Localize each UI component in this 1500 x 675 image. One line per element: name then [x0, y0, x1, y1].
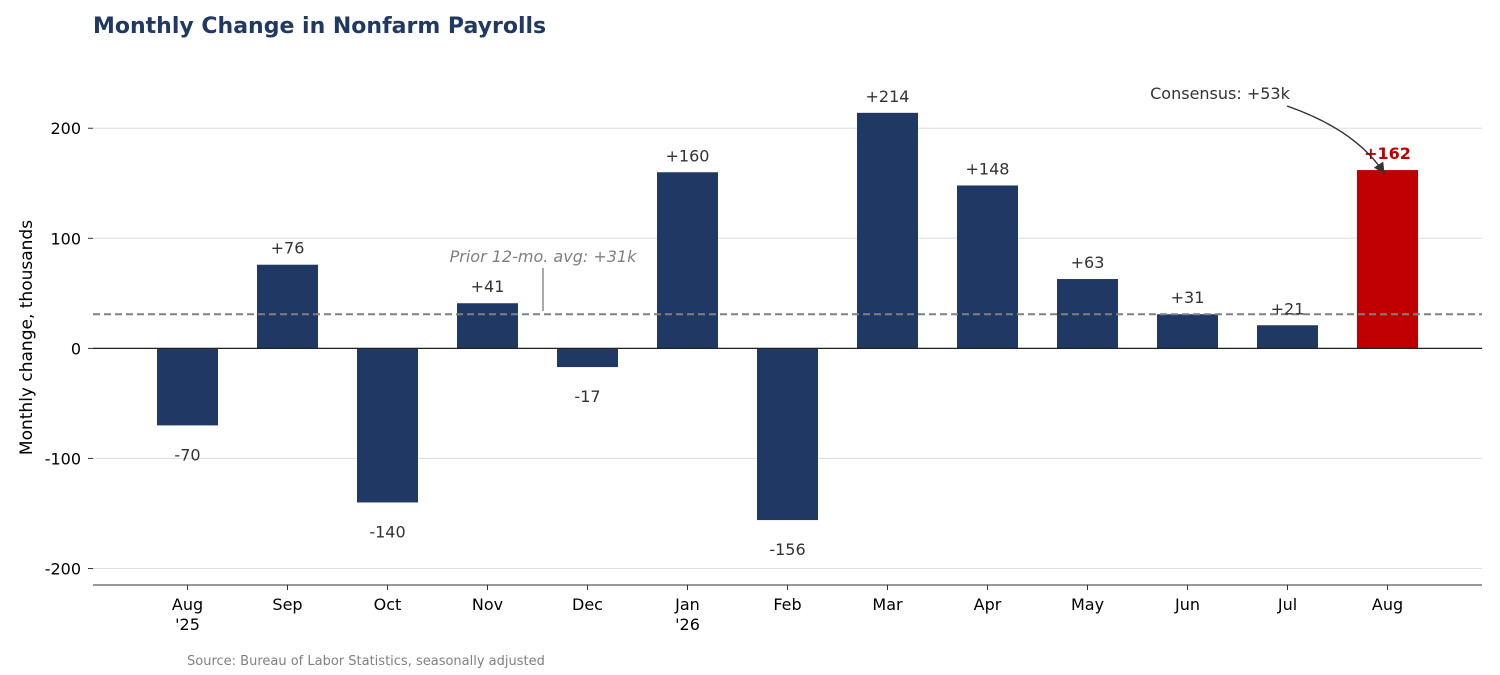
y-tick-label: -200	[45, 559, 81, 578]
y-tick-label: 200	[50, 119, 81, 138]
x-tick-label: Nov	[472, 595, 503, 614]
y-tick-label: 100	[50, 229, 81, 248]
x-tick-label: Jul	[1277, 595, 1297, 614]
data-label: +63	[1071, 253, 1105, 272]
y-axis-label: Monthly change, thousands	[17, 220, 37, 455]
x-tick-label: May	[1071, 595, 1104, 614]
x-tick-label: Aug	[172, 595, 203, 614]
x-tick-label: Dec	[572, 595, 603, 614]
bar	[557, 348, 618, 368]
data-label: +148	[966, 159, 1010, 178]
consensus-arrow	[1286, 105, 1385, 174]
x-tick-label: '26	[675, 615, 700, 634]
data-label: +214	[866, 87, 910, 106]
data-label: -156	[769, 540, 805, 559]
x-tick-label: Apr	[974, 595, 1002, 614]
data-label: +21	[1271, 299, 1305, 318]
average-reference-label: Prior 12-mo. avg: +31k	[450, 247, 637, 266]
data-label: +162	[1364, 144, 1411, 163]
bar	[157, 348, 218, 426]
x-tick-label: Feb	[773, 595, 801, 614]
data-label: +31	[1171, 288, 1205, 307]
data-label: -70	[174, 445, 200, 464]
x-tick-label: Jan	[674, 595, 700, 614]
bar	[957, 185, 1018, 349]
bar	[1257, 325, 1318, 349]
x-tick-label: Oct	[374, 595, 402, 614]
data-label: -140	[369, 522, 405, 541]
x-tick-label: Mar	[872, 595, 903, 614]
y-tick-label: -100	[45, 449, 81, 468]
chart-title: Monthly Change in Nonfarm Payrolls	[93, 14, 547, 39]
bar	[757, 348, 818, 521]
x-tick-label: Sep	[272, 595, 302, 614]
bar	[857, 112, 918, 349]
x-tick-label: '25	[175, 615, 200, 634]
data-label: +76	[271, 239, 305, 258]
bar	[257, 264, 318, 349]
source-note: Source: Bureau of Labor Statistics, seas…	[187, 654, 545, 669]
data-label: +160	[666, 146, 710, 165]
bar	[457, 303, 518, 349]
bar	[1157, 314, 1218, 349]
y-tick-label: 0	[71, 339, 81, 358]
bar	[1357, 170, 1418, 349]
bar	[657, 172, 718, 349]
data-label: +41	[471, 277, 505, 296]
bar	[357, 348, 418, 503]
data-label: -17	[574, 387, 600, 406]
x-tick-label: Aug	[1372, 595, 1403, 614]
x-tick-label: Jun	[1174, 595, 1200, 614]
consensus-annotation: Consensus: +53k	[1150, 84, 1290, 103]
